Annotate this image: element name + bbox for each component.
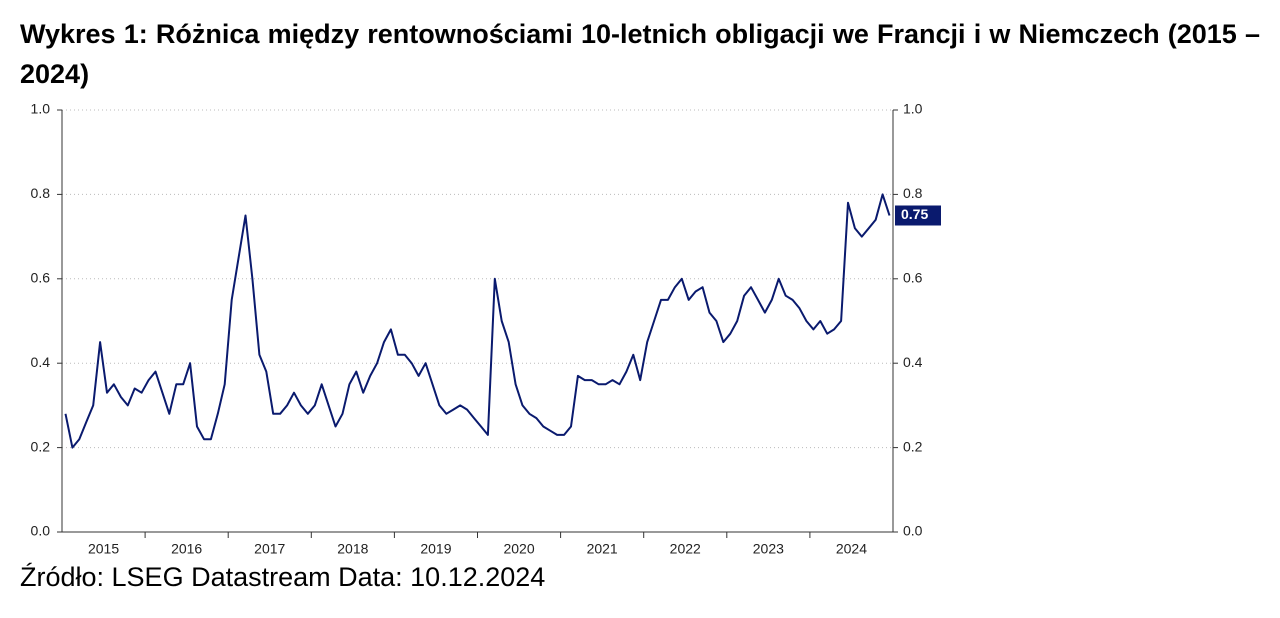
x-tick-label: 2023 (753, 541, 784, 557)
source-note: Źródło: LSEG Datastream Data: 10.12.2024 (20, 562, 546, 592)
y-tick-label: 0.0 (31, 523, 51, 539)
y-tick-label: 0.6 (31, 270, 51, 286)
x-tick-label: 2021 (587, 541, 618, 557)
series-line (64, 193, 891, 449)
last-value-label: 0.75 (901, 206, 928, 222)
x-tick-label: 2020 (503, 541, 534, 557)
y2-tick-label: 0.0 (903, 523, 923, 539)
y2-tick-label: 0.4 (903, 354, 923, 370)
x-tick-label: 2024 (836, 541, 867, 557)
y-tick-label: 0.2 (31, 438, 51, 454)
x-tick-label: 2017 (254, 541, 285, 557)
x-tick-label: 2019 (420, 541, 451, 557)
last-value-badge (895, 205, 941, 226)
chart-title: Wykres 1: Różnica między rentownościami … (20, 19, 1260, 89)
x-tick-label: 2016 (171, 541, 202, 557)
y2-tick-label: 1.0 (903, 101, 923, 117)
y-tick-label: 0.4 (31, 354, 51, 370)
y2-tick-label: 0.8 (903, 185, 923, 201)
y-tick-label: 1.0 (31, 101, 51, 117)
x-tick-label: 2022 (670, 541, 701, 557)
y2-tick-label: 0.6 (903, 270, 923, 286)
x-tick-label: 2015 (88, 541, 119, 557)
y2-tick-label: 0.2 (903, 438, 923, 454)
x-tick-label: 2018 (337, 541, 368, 557)
y-tick-label: 0.8 (31, 185, 51, 201)
